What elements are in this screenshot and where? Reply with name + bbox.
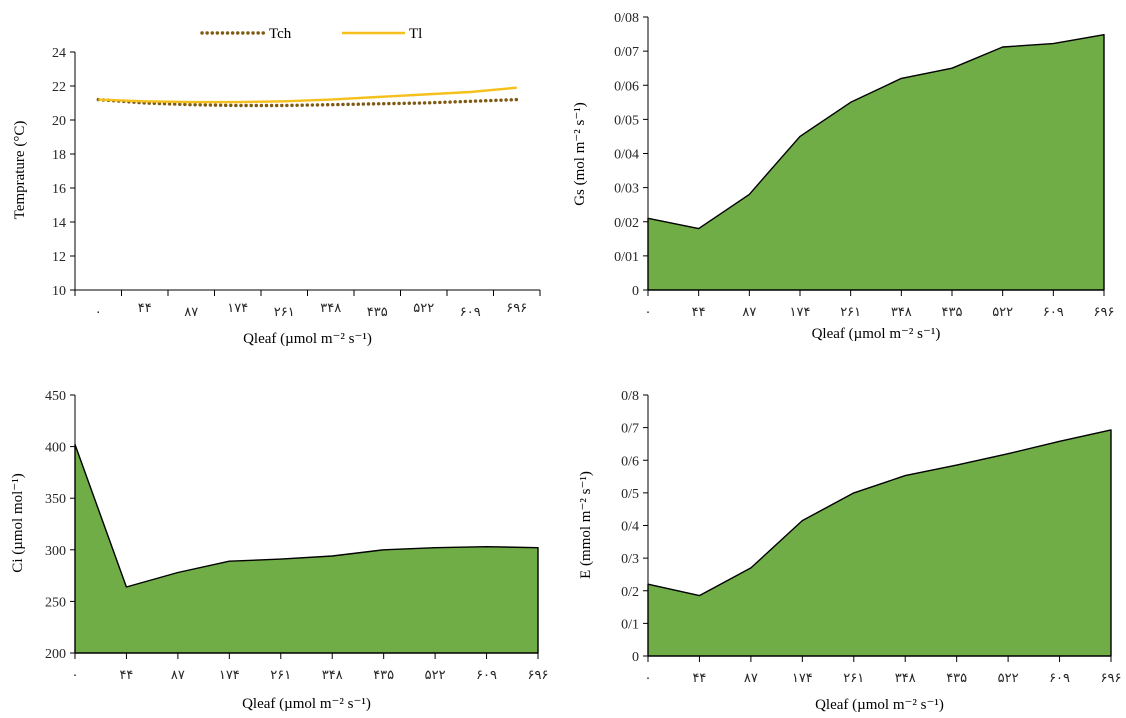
y-tick-label-e: 0/2 (621, 585, 639, 600)
x-tick-label-temp: ۶۰۹ (460, 305, 481, 320)
x-tick-label-gs: ۲۶۱ (840, 305, 861, 320)
x-tick-label-e: ۶۹۶ (1101, 671, 1122, 686)
y-tick-label-temp: 12 (52, 250, 66, 265)
y-axis-title-gs: Gs (mol m⁻² s⁻¹) (572, 102, 588, 206)
x-tick-label-temp: ۸۷ (184, 305, 198, 320)
chart-gs: 0 0/01 0/02 0/03 0/04 0/05 0/06 0/07 0/08 ۰ ۴۴ ۸۷ ۱۷… (572, 11, 1114, 342)
x-tick-label-gs: ۳۴۸ (891, 305, 912, 320)
x-tick-label-ci: ۸۷ (171, 668, 185, 683)
x-axis-title-gs: Qleaf (µmol m⁻² s⁻¹) (812, 326, 941, 342)
x-tick-label-ci: ۲۶۱ (270, 668, 291, 683)
y-tick-label-ci: 400 (45, 441, 66, 456)
y-tick-label-e: 0 (632, 650, 639, 665)
x-tick-label-e: ۴۳۵ (946, 671, 967, 686)
area-ci (75, 445, 538, 654)
x-tick-label-temp: ۲۶۱ (274, 305, 295, 320)
x-tick-label-ci: ۳۴۸ (322, 668, 343, 683)
chart-e: 0 0/1 0/2 0/3 0/4 0/5 0/6 0/7 0/8 ۰ ۴۴ ۸۷ ۱۷۴ ۲۶۱ ۳۴۸ ۴… (578, 389, 1121, 713)
x-tick-label-gs: ۸۷ (742, 305, 756, 320)
x-tick-label-ci: ۱۷۴ (219, 668, 240, 683)
y-tick-label-gs: 0/06 (614, 79, 639, 94)
y-tick-label-gs: 0/08 (614, 11, 639, 26)
y-tick-label-e: 0/5 (621, 487, 639, 502)
y-tick-label-gs: 0/01 (614, 250, 639, 265)
x-tick-label-gs: ۴۴ (692, 305, 706, 320)
y-tick-label-e: 0/1 (621, 617, 639, 632)
y-tick-label-ci: 250 (45, 595, 66, 610)
x-tick-label-e: ۱۷۴ (792, 671, 813, 686)
y-tick-label-temp: 16 (52, 182, 66, 197)
x-tick-label-gs: ۶۹۶ (1094, 305, 1115, 320)
y-tick-label-ci: 350 (45, 492, 66, 507)
y-tick-label-ci: 450 (45, 389, 66, 404)
y-tick-label-temp: 24 (52, 46, 66, 61)
x-tick-label-temp: ۴۴ (138, 301, 152, 316)
x-tick-label-temp: ۳۴۸ (320, 301, 341, 316)
y-tick-label-e: 0/3 (621, 552, 639, 567)
x-tick-label-gs: ۰ (645, 305, 652, 320)
y-axis-title-e: E (mmol m⁻² s⁻¹) (578, 471, 594, 579)
x-tick-label-gs: ۵۲۲ (992, 305, 1013, 320)
x-tick-label-gs: ۴۳۵ (942, 305, 963, 320)
chart-temp: Tch Tl 10 12 14 16 18 20 22 24 ۰ ۴۴ ۸۷ ۱۷۴ ۲۶۱ ۳۴۸ ۴۳۵ ۵۲… (12, 26, 540, 347)
y-tick-label-e: 0/8 (621, 389, 639, 404)
x-tick-label-e: ۲۶۱ (843, 671, 864, 686)
y-tick-label-temp: 22 (52, 80, 66, 95)
x-axis-title-temp: Qleaf (µmol m⁻² s⁻¹) (243, 331, 372, 347)
x-tick-label-e: ۶۰۹ (1049, 671, 1070, 686)
chart-ci: 200 250 300 350 400 450 ۰ ۴۴ ۸۷ ۱۷۴ ۲۶۱ ۳۴۸ ۴۳۵ ۵۲۲ ۶۰… (10, 389, 548, 712)
y-axis-title-ci: Ci (µmol mol⁻¹) (10, 473, 26, 572)
legend-label-tl: Tl (409, 26, 422, 42)
area-e (648, 430, 1111, 656)
area-gs (648, 35, 1104, 290)
x-tick-label-ci: ۴۴ (119, 668, 133, 683)
y-tick-label-e: 0/4 (621, 520, 639, 535)
y-tick-label-gs: 0/05 (614, 113, 639, 128)
y-tick-label-temp: 18 (52, 148, 66, 163)
y-tick-label-gs: 0/02 (614, 216, 639, 231)
y-tick-label-gs: 0/04 (614, 148, 639, 163)
x-tick-label-ci: ۰ (72, 668, 79, 683)
x-tick-label-ci: ۵۲۲ (425, 668, 446, 683)
y-tick-label-gs: 0 (632, 284, 639, 299)
series-line-tl (98, 88, 517, 102)
x-tick-label-temp: ۶۹۶ (506, 301, 527, 316)
y-axis-title-temp: Temprature (°C) (12, 121, 28, 220)
x-axis-title-e: Qleaf (µmol m⁻² s⁻¹) (815, 697, 944, 713)
x-tick-label-ci: ۶۹۶ (528, 668, 549, 683)
y-tick-label-e: 0/6 (621, 454, 639, 469)
x-tick-label-e: ۰ (645, 671, 652, 686)
y-tick-label-temp: 10 (52, 284, 66, 299)
y-tick-label-temp: 14 (52, 216, 66, 231)
x-tick-label-temp: ۱۷۴ (227, 301, 248, 316)
y-tick-label-ci: 300 (45, 544, 66, 559)
y-tick-label-gs: 0/07 (614, 45, 639, 60)
y-tick-label-gs: 0/03 (614, 182, 639, 197)
y-tick-label-temp: 20 (52, 114, 66, 129)
x-axis-title-ci: Qleaf (µmol m⁻² s⁻¹) (242, 696, 371, 712)
x-tick-label-temp: ۰ (95, 305, 102, 320)
x-tick-label-ci: ۴۳۵ (373, 668, 394, 683)
y-tick-label-ci: 200 (45, 647, 66, 662)
x-tick-label-gs: ۱۷۴ (790, 305, 811, 320)
x-tick-label-e: ۳۴۸ (895, 671, 916, 686)
x-tick-label-temp: ۴۳۵ (367, 305, 388, 320)
legend-label-tch: Tch (269, 26, 292, 42)
x-tick-label-e: ۸۷ (744, 671, 758, 686)
x-tick-label-ci: ۶۰۹ (476, 668, 497, 683)
x-tick-label-e: ۵۲۲ (998, 671, 1019, 686)
x-tick-label-gs: ۶۰۹ (1043, 305, 1064, 320)
x-tick-label-e: ۴۴ (692, 671, 706, 686)
y-tick-label-e: 0/7 (621, 422, 639, 437)
x-tick-label-temp: ۵۲۲ (413, 301, 434, 316)
